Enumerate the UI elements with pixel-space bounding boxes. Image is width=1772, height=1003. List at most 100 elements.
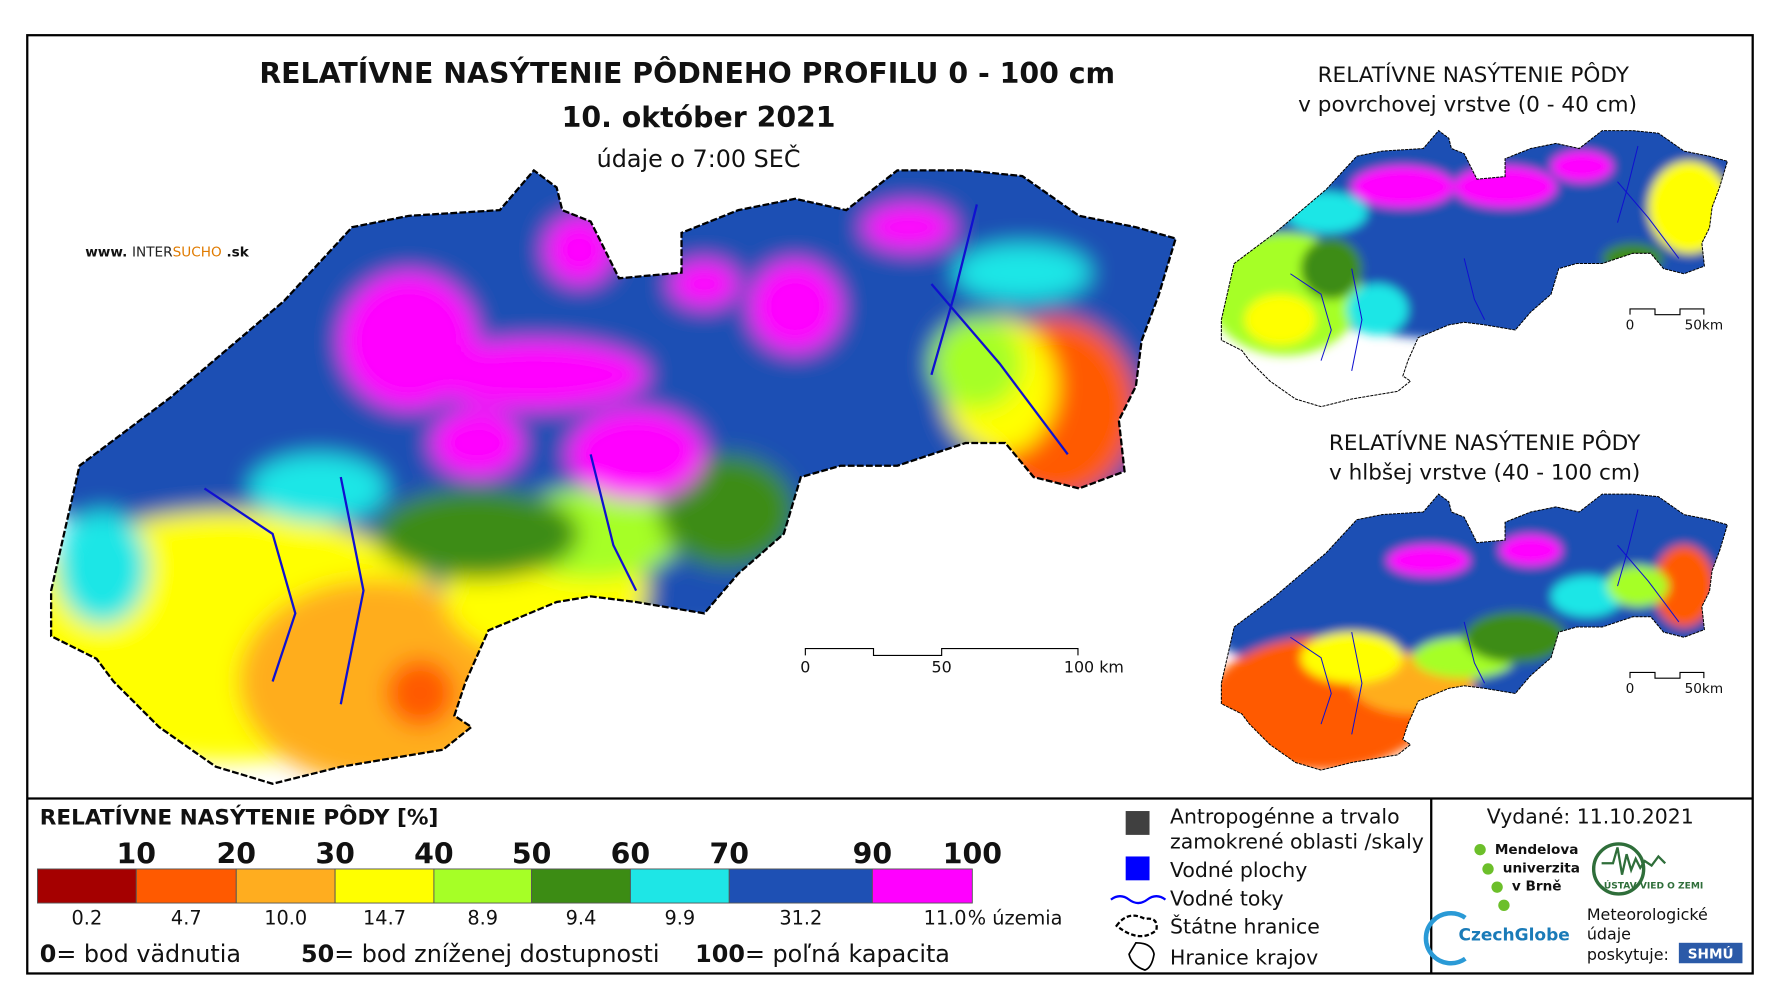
scale-label: 50 [932, 657, 952, 676]
soil-area [545, 215, 614, 284]
area-share: 10.0 [264, 907, 307, 930]
legend-note: 0= bod vädnutia [40, 940, 241, 968]
soil-area [56, 511, 148, 625]
river-icon [1110, 895, 1167, 905]
area-share: 11.0 [924, 907, 967, 930]
legend-item: Hranice krajov [1170, 945, 1318, 969]
area-share: 9.9 [664, 907, 695, 930]
river [589, 454, 638, 592]
soil-area [1551, 575, 1623, 617]
inset-subtitle: v povrchovej vrstve (0 - 40 cm) [1298, 92, 1637, 117]
soil-area [1285, 191, 1368, 233]
legend-swatch [531, 868, 631, 904]
soil-area [1499, 535, 1562, 566]
river [203, 487, 297, 682]
soil-area [1300, 237, 1362, 300]
frame [26, 34, 1754, 975]
soil-area [1602, 243, 1664, 274]
break-label: 60 [611, 837, 651, 870]
legend-swatch [135, 868, 237, 904]
border-icon [1115, 914, 1158, 938]
note-label: = bod vädnutia [56, 940, 241, 968]
area-share: 4.7 [171, 907, 202, 930]
soil-area [749, 261, 841, 353]
mendel-logo [1474, 843, 1510, 911]
legend-note: 100= poľná kapacita [695, 940, 950, 968]
soil-area [1387, 545, 1470, 576]
soil-area [1464, 611, 1567, 663]
soil-area [431, 408, 523, 478]
note-value: 50 [301, 940, 334, 968]
czechglobe-logo [1423, 911, 1467, 966]
legend-swatch [37, 868, 137, 904]
soil-area [420, 340, 648, 409]
river [1617, 509, 1639, 587]
soil-area [1300, 632, 1403, 684]
area-share: 14.7 [363, 907, 406, 930]
issued-date: Vydané: 11.10.2021 [1487, 805, 1694, 829]
logo-text: univerzita [1503, 860, 1580, 876]
area-share: 0.2 [72, 907, 103, 930]
soil-area [954, 244, 1091, 302]
map-fill [1221, 494, 1728, 771]
soil-area [249, 454, 387, 523]
meteo-text: údaje [1587, 924, 1631, 943]
break-label: 90 [853, 837, 893, 870]
river [1617, 544, 1680, 623]
map-date: 10. október 2021 [562, 101, 836, 134]
ustav-logo [1601, 847, 1667, 875]
soil-area [863, 204, 955, 250]
note-label: = poľná kapacita [745, 940, 950, 968]
note-value: 0 [40, 940, 57, 968]
break-label: 40 [414, 837, 454, 870]
soil-area [374, 488, 580, 580]
logo-text: CzechGlobe [1458, 926, 1569, 946]
area-unit: % územia [968, 907, 1063, 930]
logo-text: ÚSTAV VIED O ZEMI [1604, 879, 1703, 891]
logo-text: SHMÚ [1688, 945, 1734, 963]
break-label: 50 [512, 837, 552, 870]
soil-area [1551, 151, 1613, 182]
scale-label: 0 [1626, 317, 1635, 333]
website-suffix: .sk [226, 245, 249, 261]
meteo-text: Meteorologické [1587, 905, 1708, 924]
legend-swatch [871, 868, 973, 904]
legend-item: Štátne hranice [1170, 914, 1320, 939]
inset-map [1220, 130, 1728, 408]
legend-note: 50= bod zníženej dostupnosti [301, 940, 659, 968]
legend-item: Vodné toky [1170, 886, 1284, 910]
soil-area [1653, 545, 1715, 628]
map-time: údaje o 7:00 SEČ [597, 145, 801, 173]
scale-label: 50km [1685, 681, 1724, 697]
legend-item: Vodné plochy [1170, 858, 1307, 882]
region-icon [1128, 941, 1155, 971]
note-label: = bod zníženej dostupnosti [334, 940, 659, 968]
inset-title: RELATÍVNE NASÝTENIE PÔDY [1318, 62, 1630, 88]
river [1617, 145, 1639, 223]
river [1463, 621, 1486, 684]
scale-label: 100 km [1064, 657, 1124, 676]
website-brand: SUCHO [173, 245, 222, 261]
water-icon [1125, 856, 1150, 881]
break-label: 10 [117, 837, 157, 870]
legend-item: Antropogénne a trvalo [1170, 805, 1400, 829]
river [930, 204, 978, 376]
logo-text: v Brně [1512, 879, 1562, 895]
river [1290, 636, 1332, 725]
river [1351, 632, 1363, 735]
legend-swatch [728, 868, 873, 904]
soil-area [670, 261, 739, 307]
river [1617, 181, 1680, 259]
meteo-text: poskytuje: [1587, 945, 1669, 964]
inset-map [1220, 493, 1728, 771]
legend-swatch [334, 868, 435, 904]
scale-label: 0 [1626, 681, 1635, 697]
river [1463, 258, 1486, 320]
break-label: 30 [315, 837, 355, 870]
soil-area [658, 454, 796, 568]
map-fill [1221, 130, 1728, 371]
logo-text: Mendelova [1495, 842, 1579, 858]
shmu-logo [1678, 942, 1743, 964]
river [1290, 273, 1332, 361]
